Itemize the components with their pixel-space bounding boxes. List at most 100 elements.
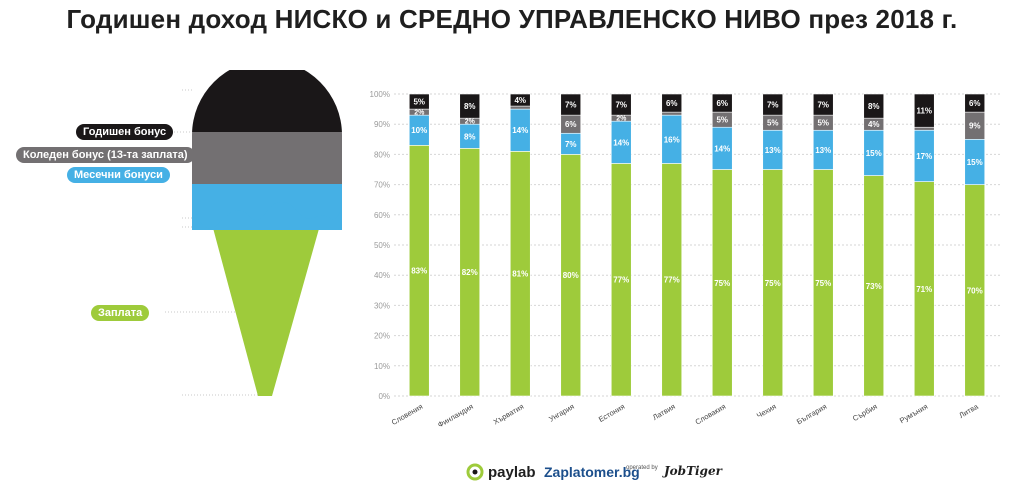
bar-segment-annual [560,93,582,116]
scoop-annual-shape [192,70,342,132]
category-label: Чехия [755,402,778,420]
data-label-salary: 71% [916,285,932,294]
legend-salary: Заплата [91,305,150,321]
data-label-salary: 75% [765,279,781,288]
bar-segment-annual [711,93,733,113]
legend-christmas-bonus: Коледен бонус (13-та заплата) [16,147,195,163]
legend-monthly-bonus: Месечни бонуси [67,167,170,183]
data-label-christmas: 4% [868,120,880,129]
data-label-annual: 7% [767,101,779,110]
y-tick-label: 50% [374,241,390,250]
bar-segment-annual [762,93,784,116]
data-label-annual: 6% [969,99,981,108]
operated-by-text: operated by [626,465,658,471]
category-label: Словакия [694,402,728,427]
y-tick-label: 80% [374,150,390,159]
y-tick-label: 70% [374,181,390,190]
data-label-monthly: 14% [512,126,528,135]
data-label-salary: 81% [512,270,528,279]
data-label-salary: 75% [815,279,831,288]
data-label-annual: 6% [666,99,678,108]
data-label-monthly: 10% [411,126,427,135]
y-tick-label: 30% [374,301,390,310]
category-label: Литва [957,402,980,421]
category-label: Латвия [651,402,677,422]
y-tick-label: 10% [374,362,390,371]
data-label-monthly: 15% [866,149,882,158]
bar-segment-annual [661,93,683,113]
y-tick-label: 60% [374,211,390,220]
data-label-annual: 8% [464,102,476,111]
data-label-monthly: 13% [765,146,781,155]
y-tick-label: 20% [374,332,390,341]
data-label-salary: 77% [613,276,629,285]
data-label-monthly: 8% [464,132,476,141]
y-tick-label: 100% [370,90,390,99]
bar-segment-annual [459,93,481,119]
category-label: Сърбия [851,402,879,423]
bar-segment-christmas [913,126,935,131]
y-tick-label: 0% [378,392,390,401]
data-label-christmas: 6% [565,120,577,129]
data-label-annual: 5% [413,98,425,107]
paylab-text: paylab [488,463,536,481]
data-label-salary: 77% [664,276,680,285]
data-label-monthly: 13% [815,146,831,155]
data-label-annual: 7% [817,101,829,110]
data-label-christmas: 9% [969,122,981,131]
chart-title: Годишен доход НИСКО и СРЕДНО УПРАВЛЕНСКО… [66,4,958,34]
data-label-salary: 73% [866,282,882,291]
bar-segment-annual [509,93,531,107]
ice-cream-illustration [165,70,342,396]
bar-segment-annual [964,93,986,113]
bar-segment-annual [610,93,632,116]
category-label: Румъния [898,402,929,425]
category-label: България [795,402,828,426]
data-label-monthly: 14% [714,144,730,153]
data-label-salary: 70% [967,286,983,295]
data-label-monthly: 15% [967,158,983,167]
category-label: Естония [597,402,626,424]
legend-annual-bonus: Годишен бонус [76,124,174,140]
data-label-christmas: 5% [767,119,779,128]
paylab-icon [466,463,484,481]
data-label-annual: 7% [615,101,627,110]
data-label-christmas: 5% [716,116,728,125]
zaplatomer-logo: Zaplatomer.bg [544,464,640,480]
data-label-christmas: 5% [817,119,829,128]
stacked-bar-chart: 0% 10% 20% 30% 40% 50% 60% 70% 80% 90% 100% 83% 10% 2… [370,90,1000,429]
paylab-logo: paylab [466,462,536,482]
data-label-salary: 75% [714,279,730,288]
y-tick-label: 90% [374,120,390,129]
data-label-annual: 8% [868,102,880,111]
data-label-annual: 7% [565,101,577,110]
data-label-annual: 6% [716,99,728,108]
category-label: Хърватия [492,402,525,427]
data-label-christmas: 2% [616,116,627,123]
data-label-monthly: 7% [565,140,577,149]
bar-segment-christmas [661,111,683,116]
data-label-salary: 82% [462,268,478,277]
data-label-salary: 80% [563,271,579,280]
jobtiger-logo: JobTiger [664,464,722,478]
data-label-salary: 83% [411,267,427,276]
drip-shape [195,190,341,229]
data-label-monthly: 16% [664,135,680,144]
bar-segment-annual [863,93,885,119]
data-label-christmas: 2% [465,119,476,126]
y-tick-label: 40% [374,271,390,280]
category-label: Финландия [436,402,475,429]
scoop-christmas-shape [192,132,342,184]
data-label-monthly: 14% [613,138,629,147]
bar-segment-christmas [509,105,531,110]
data-label-annual: 4% [514,96,526,105]
bar-segment-annual [913,93,935,128]
category-label: Словения [390,402,424,427]
data-label-annual: 11% [916,107,932,116]
bar-segment-annual [812,93,834,116]
data-label-christmas: 2% [414,110,425,117]
bar-segment-annual [408,93,430,110]
cone-salary-shape [213,218,322,396]
category-label: Унгария [547,402,576,424]
data-label-monthly: 17% [916,152,932,161]
